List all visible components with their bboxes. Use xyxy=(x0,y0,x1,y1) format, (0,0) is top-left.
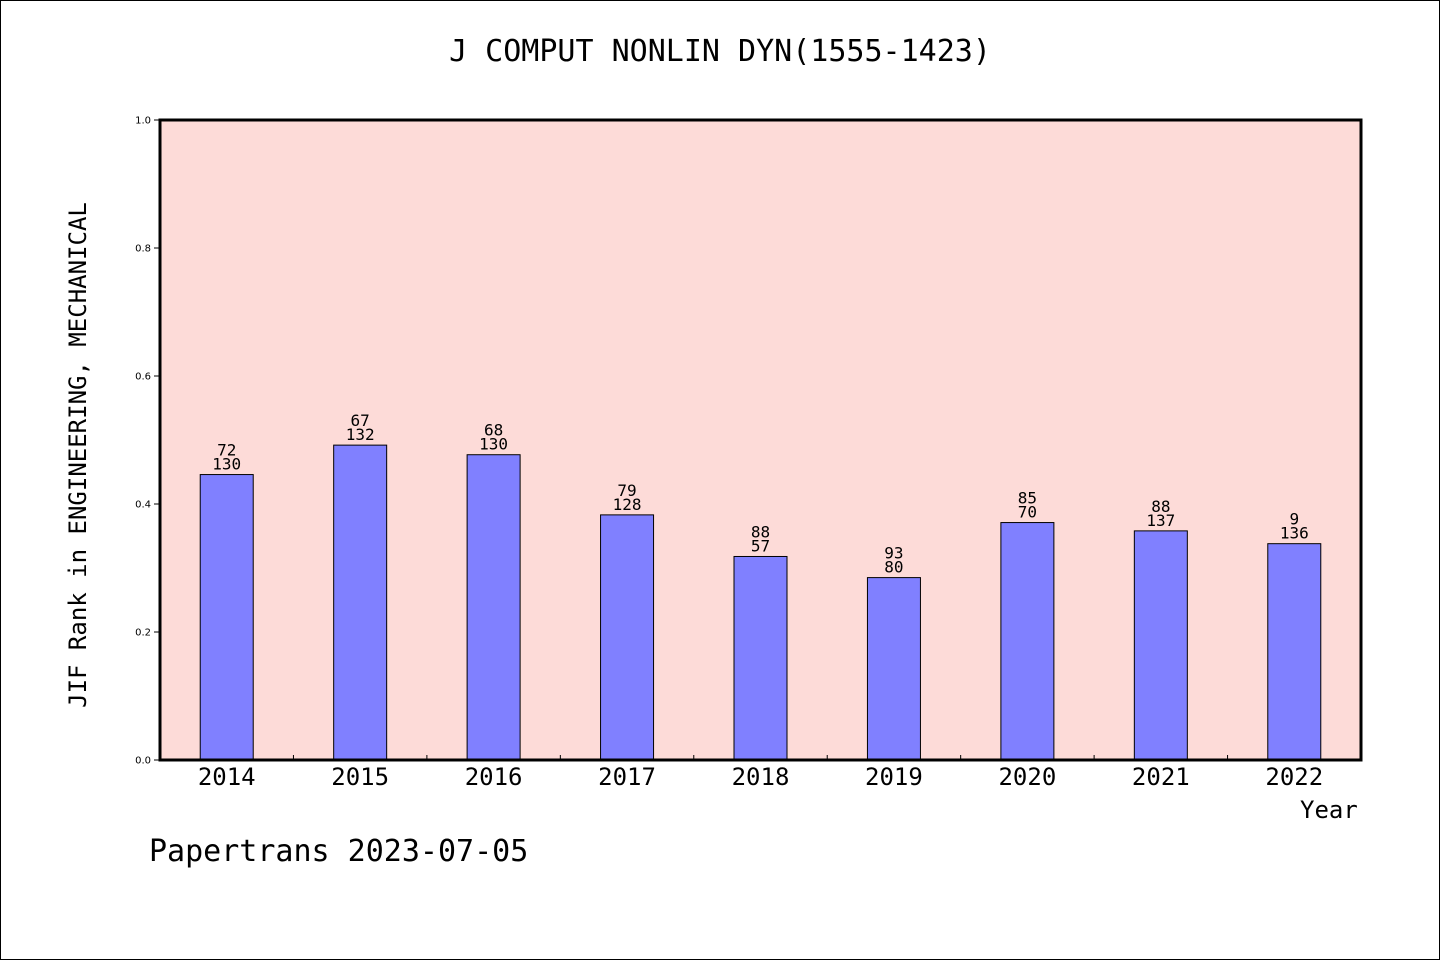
bar-label-bottom: 130 xyxy=(479,435,508,454)
x-tick-label: 2015 xyxy=(331,763,389,791)
y-tick-label: 1.0 xyxy=(135,116,151,127)
bar-label-bottom: 80 xyxy=(884,558,903,577)
x-tick-label: 2017 xyxy=(598,763,656,791)
bar-label-top: 85 xyxy=(1018,489,1037,508)
y-tick-label: 0.0 xyxy=(135,756,151,767)
x-tick-label: 2018 xyxy=(732,763,790,791)
bar xyxy=(733,555,788,761)
bar-label-top: 88 xyxy=(1151,497,1170,516)
y-axis-label: JIF Rank in ENGINEERING, MECHANICAL xyxy=(64,202,92,708)
bar-label-bottom: 137 xyxy=(1146,511,1175,530)
y-tick-label: 0.4 xyxy=(135,500,151,511)
chart-title: J COMPUT NONLIN DYN(1555-1423) xyxy=(449,34,991,69)
y-tick-label: 0.8 xyxy=(135,244,151,255)
x-tick-label: 2020 xyxy=(998,763,1056,791)
x-tick-label: 2022 xyxy=(1265,763,1323,791)
bar-label-top: 72 xyxy=(217,441,236,460)
y-tick-label: 0.6 xyxy=(135,372,151,383)
bar-label-bottom: 57 xyxy=(751,536,770,555)
bar-label-bottom: 70 xyxy=(1018,503,1037,522)
bars-group: 1307220141326720151306820161287920175788… xyxy=(198,411,1323,791)
x-axis-label: Year xyxy=(1300,796,1358,824)
bar xyxy=(1133,530,1188,761)
bar-label-top: 79 xyxy=(617,481,636,500)
bar-label-top: 9 xyxy=(1289,510,1299,529)
x-tick-label: 2021 xyxy=(1132,763,1190,791)
bar xyxy=(866,577,921,761)
footer-watermark: Papertrans 2023-07-05 xyxy=(149,834,529,869)
bar xyxy=(1267,543,1322,761)
bar-label-bottom: 136 xyxy=(1280,524,1309,543)
x-tick-label: 2016 xyxy=(465,763,523,791)
bar-label-top: 93 xyxy=(884,544,903,563)
bar-label-top: 67 xyxy=(351,411,370,430)
bar-label-top: 88 xyxy=(751,522,770,541)
bar xyxy=(466,454,521,761)
bar xyxy=(199,474,254,761)
bar-label-bottom: 128 xyxy=(613,495,642,514)
bar xyxy=(600,514,655,761)
x-tick-label: 2019 xyxy=(865,763,923,791)
plot-border xyxy=(158,118,1363,762)
bar-label-bottom: 130 xyxy=(212,455,241,474)
y-tick-label: 0.2 xyxy=(135,628,151,639)
bar xyxy=(1000,522,1055,761)
bar-label-bottom: 132 xyxy=(346,425,375,444)
bar xyxy=(333,444,388,761)
bar-label-top: 68 xyxy=(484,421,503,440)
x-tick-label: 2014 xyxy=(198,763,256,791)
